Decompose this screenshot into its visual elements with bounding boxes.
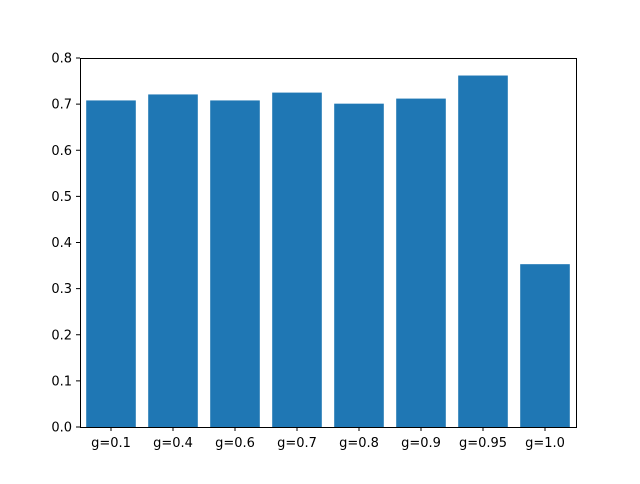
y-tick-label: 0.1 [51,374,72,389]
y-tick-label: 0.0 [51,421,72,436]
x-tick-label: g=0.95 [459,436,507,451]
bar-g=1.0 [520,264,570,427]
bar-g=0.8 [334,103,384,427]
y-tick-label: 0.4 [51,236,72,251]
bar-g=0.95 [458,75,508,427]
x-tick-label: g=0.8 [339,436,379,451]
x-tick-label: g=0.9 [401,436,441,451]
y-tick-label: 0.7 [51,98,72,113]
y-tick-label: 0.3 [51,282,72,297]
bar-g=0.1 [86,100,136,427]
y-axis: 0.0 0.1 0.2 0.3 0.4 0.5 0.6 0.7 0.8 [51,52,80,436]
bars-group [86,75,570,427]
bar-g=0.9 [396,98,446,427]
x-tick-label: g=0.7 [277,436,317,451]
bar-g=0.7 [272,92,322,427]
y-tick-label: 0.5 [51,190,72,205]
bar-g=0.4 [148,94,198,427]
y-tick-label: 0.8 [51,52,72,67]
x-tick-label: g=0.1 [91,436,131,451]
x-tick-label: g=1.0 [525,436,565,451]
bar-g=0.6 [210,100,260,427]
x-axis: g=0.1 g=0.4 g=0.6 g=0.7 g=0.8 g=0.9 g=0.95 g=1.… [91,427,565,451]
x-tick-label: g=0.4 [153,436,193,451]
y-tick-label: 0.2 [51,328,72,343]
plot-frame [80,58,577,428]
y-tick-label: 0.6 [51,144,72,159]
x-tick-label: g=0.6 [215,436,255,451]
